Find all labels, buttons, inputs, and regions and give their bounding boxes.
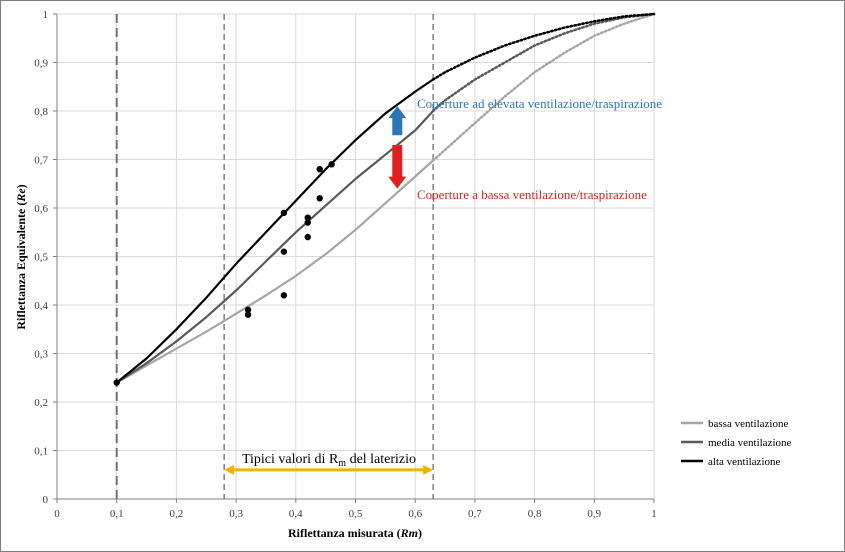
y-tick-label: 0,7 [34, 155, 48, 167]
x-tick-label: 0,4 [289, 508, 303, 520]
y-axis-label: Riflettanza Equivalente (Re) [14, 184, 28, 329]
data-point [304, 233, 311, 241]
series-line-bassa-ventilazione [116, 159, 434, 384]
grid [56, 13, 655, 500]
series-lines [116, 12, 656, 384]
x-tick-label: 0,8 [528, 508, 542, 520]
y-tick-label: 0,9 [34, 58, 48, 70]
x-axis-label: Riflettanza misurata (Rm) [288, 526, 422, 540]
arrow-up-icon [388, 106, 407, 136]
x-tick-label: 0 [54, 508, 60, 520]
data-point [280, 209, 288, 217]
legend-label-alta-ventilazione: alta ventilazione [708, 456, 780, 468]
annotation-low-ventilation: Coperture a bassa ventilazione/traspiraz… [417, 187, 647, 202]
axes [53, 13, 655, 503]
y-tick-label: 0,5 [34, 252, 48, 264]
series-line-alta-ventilazione [116, 78, 434, 384]
y-tick-label: 0,2 [34, 397, 48, 409]
y-tick-label: 0,3 [34, 349, 48, 361]
y-tick-label: 0,1 [34, 446, 48, 458]
x-tick-label: 0,7 [468, 508, 482, 520]
series-line-dotted-alta-ventilazione [431, 12, 656, 81]
data-point [280, 248, 288, 255]
legend-label-bassa-ventilazione: bassa ventilazione [708, 418, 788, 430]
data-point [304, 214, 311, 221]
x-tick-label: 0,1 [110, 508, 124, 520]
x-tick-label: 0,3 [229, 508, 243, 520]
annotations [224, 106, 434, 475]
legend-label-media-ventilazione: media ventilazione [708, 437, 791, 449]
data-point [316, 166, 323, 173]
data-point [113, 379, 120, 386]
series-line-dotted-media-ventilazione [431, 12, 656, 113]
data-point [244, 306, 252, 314]
x-tick-label: 0,2 [170, 508, 184, 520]
range-arrow-left-icon [224, 464, 235, 475]
series-line-dotted-bassa-ventilazione [431, 12, 656, 162]
y-tick-label: 0,8 [34, 106, 48, 118]
x-tick-label: 0,9 [587, 508, 601, 520]
x-tick-label: 0,5 [349, 508, 363, 520]
range-arrow-right-icon [423, 464, 434, 475]
y-tick-label: 0,6 [34, 203, 48, 215]
range-label: Tipici valori di Rm del laterizio [242, 452, 416, 469]
data-point [328, 161, 335, 168]
vertical-dashed-lines [115, 14, 434, 499]
data-point [304, 219, 311, 226]
y-tick-label: 0,4 [34, 300, 48, 312]
y-tick-label: 1 [43, 9, 49, 21]
x-tick-label: 0,6 [408, 508, 422, 520]
arrow-down-icon [388, 144, 407, 189]
series-line-media-ventilazione [116, 110, 434, 384]
data-point [280, 292, 288, 299]
x-tick-label: 1 [651, 508, 657, 520]
tick-labels: 0 0,1 0,2 0,3 0,4 0,5 0,6 0,7 0,8 0,9 1 0 0,1 0,2 0,3 0… [34, 9, 657, 520]
data-point [244, 311, 252, 318]
data-points [113, 161, 335, 386]
annotation-high-ventilation: Coperture ad elevata ventilazione/traspi… [417, 96, 662, 111]
data-point [316, 195, 323, 202]
legend: bassa ventilazione media ventilazione alta… [681, 418, 791, 468]
y-tick-label: 0 [43, 494, 49, 506]
